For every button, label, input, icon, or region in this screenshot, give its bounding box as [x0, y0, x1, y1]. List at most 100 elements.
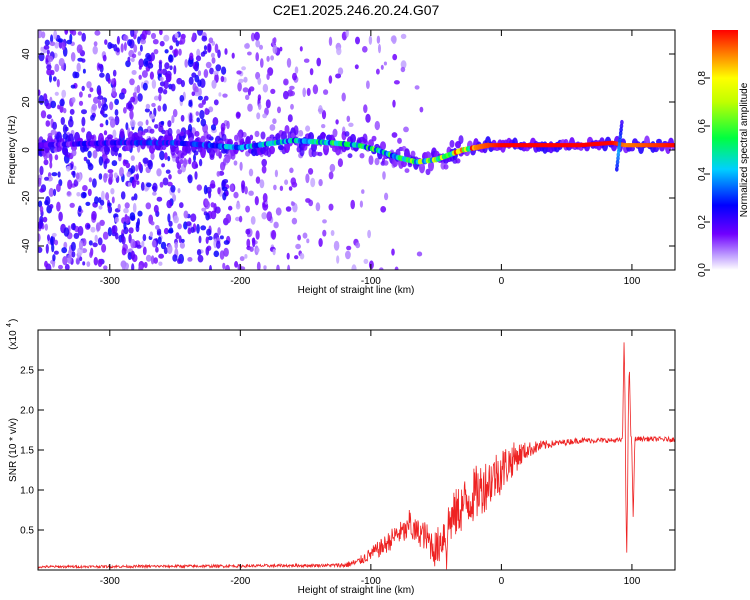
noise-speckle — [198, 235, 202, 244]
noise-speckle — [164, 49, 169, 54]
colorbar-tick-label: 0.2 — [697, 215, 708, 229]
noise-speckle — [175, 156, 180, 164]
noise-speckle — [133, 193, 138, 201]
noise-speckle — [362, 46, 368, 53]
noise-speckle — [163, 34, 170, 42]
noise-speckle — [214, 206, 221, 214]
noise-speckle — [97, 89, 102, 96]
noise-speckle — [188, 76, 194, 85]
noise-speckle — [58, 264, 63, 270]
noise-speckle — [286, 57, 292, 68]
noise-speckle — [67, 179, 73, 190]
x-tick-label: -200 — [230, 576, 250, 587]
noise-speckle — [250, 32, 256, 42]
noise-speckle — [85, 201, 91, 206]
noise-speckle — [128, 227, 134, 234]
noise-speckle — [376, 68, 380, 75]
noise-speckle — [73, 165, 77, 171]
noise-speckle — [54, 63, 60, 73]
noise-speckle — [81, 32, 86, 42]
noise-speckle — [136, 244, 142, 249]
noise-speckle — [107, 202, 112, 207]
noise-speckle — [176, 129, 181, 135]
noise-speckle — [130, 30, 135, 37]
noise-speckle — [54, 42, 59, 49]
noise-speckle — [200, 118, 207, 127]
noise-speckle — [187, 175, 192, 181]
noise-speckle — [91, 210, 97, 221]
noise-speckle — [167, 229, 174, 234]
noise-speckle — [114, 216, 119, 223]
noise-speckle — [89, 87, 94, 93]
noise-speckle — [99, 199, 105, 206]
noise-speckle — [394, 266, 399, 270]
noise-speckle — [376, 35, 381, 44]
noise-speckle — [155, 246, 159, 253]
noise-speckle — [109, 101, 114, 111]
noise-speckle — [153, 49, 159, 55]
noise-speckle — [86, 81, 92, 89]
noise-speckle — [46, 68, 52, 76]
noise-speckle — [328, 75, 333, 84]
noise-speckle — [76, 44, 83, 54]
noise-speckle — [158, 93, 162, 102]
noise-speckle — [98, 63, 104, 69]
noise-speckle — [287, 264, 291, 270]
noise-speckle — [123, 207, 129, 214]
noise-speckle — [103, 130, 108, 136]
noise-speckle — [277, 106, 281, 114]
noise-speckle — [400, 66, 406, 73]
noise-speckle — [112, 91, 118, 98]
noise-speckle — [133, 44, 138, 53]
ridge-halo — [347, 153, 353, 159]
noise-speckle — [111, 160, 118, 167]
noise-speckle — [337, 158, 343, 168]
noise-speckle — [147, 62, 154, 69]
noise-speckle — [151, 79, 157, 89]
noise-speckle — [243, 76, 248, 83]
noise-speckle — [78, 205, 82, 213]
noise-speckle — [98, 156, 104, 166]
noise-speckle — [167, 181, 173, 187]
noise-speckle — [93, 96, 99, 104]
noise-speckle — [167, 244, 173, 255]
noise-speckle — [225, 264, 230, 270]
noise-speckle — [142, 157, 149, 164]
noise-speckle — [38, 30, 43, 39]
noise-speckle — [236, 70, 242, 75]
noise-speckle — [63, 227, 70, 237]
noise-speckle — [107, 169, 114, 174]
noise-speckle — [272, 44, 278, 55]
noise-speckle — [150, 152, 155, 161]
noise-speckle — [294, 66, 299, 74]
noise-speckle — [247, 103, 253, 112]
noise-speckle — [125, 122, 129, 131]
noise-speckle — [145, 103, 151, 110]
noise-speckle — [198, 158, 203, 167]
noise-speckle — [60, 117, 65, 125]
noise-speckle — [355, 36, 360, 45]
noise-speckle — [82, 68, 86, 74]
noise-speckle — [99, 123, 104, 128]
noise-speckle — [196, 184, 202, 191]
spectrogram-y-axis-label: Frequency (Hz) — [7, 116, 18, 185]
ridge-halo — [209, 154, 215, 161]
noise-speckle — [241, 66, 247, 71]
noise-speckle — [291, 201, 296, 206]
noise-speckle — [177, 169, 182, 175]
noise-speckle — [70, 241, 76, 252]
noise-speckle — [285, 206, 292, 212]
noise-speckle — [211, 57, 216, 64]
noise-speckle — [86, 261, 91, 267]
noise-speckle — [187, 57, 194, 68]
noise-speckle — [291, 181, 298, 188]
noise-speckle — [90, 226, 96, 233]
noise-speckle — [79, 256, 83, 262]
noise-speckle — [64, 263, 70, 270]
noise-speckle — [245, 228, 251, 235]
noise-speckle — [217, 227, 221, 236]
x-tick-label: 100 — [624, 576, 641, 587]
noise-speckle — [378, 43, 381, 54]
noise-speckle — [189, 52, 194, 61]
noise-speckle — [163, 227, 169, 235]
